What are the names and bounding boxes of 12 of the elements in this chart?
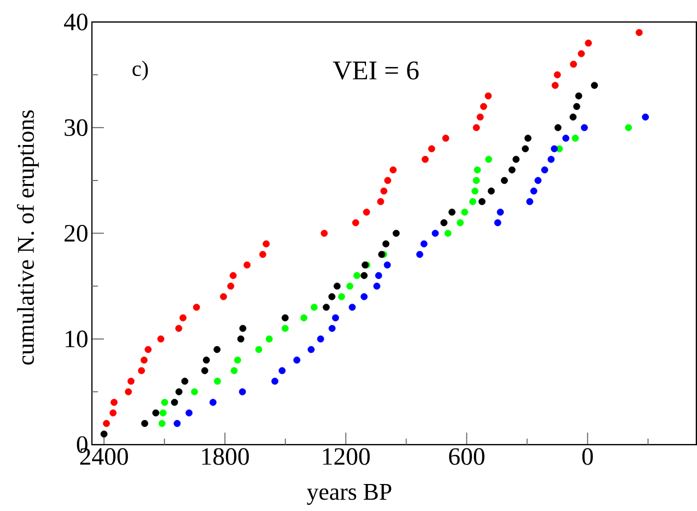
- y-tick-label: 20: [64, 225, 88, 242]
- annotation: VEI = 6: [332, 62, 419, 80]
- y-axis-title: cumulative N. of eruptions: [16, 110, 39, 365]
- y-tick-label: 40: [64, 14, 88, 31]
- y-tick-label: 10: [66, 330, 88, 348]
- y-tick-label: 30: [64, 119, 88, 136]
- x-tick-label: 600: [449, 448, 484, 466]
- x-tick-label: 0: [582, 448, 593, 466]
- x-tick-label: 1800: [202, 448, 249, 466]
- x-axis-title: years BP: [306, 484, 392, 506]
- x-tick-label: 1200: [323, 448, 370, 466]
- annotation: c): [132, 60, 148, 81]
